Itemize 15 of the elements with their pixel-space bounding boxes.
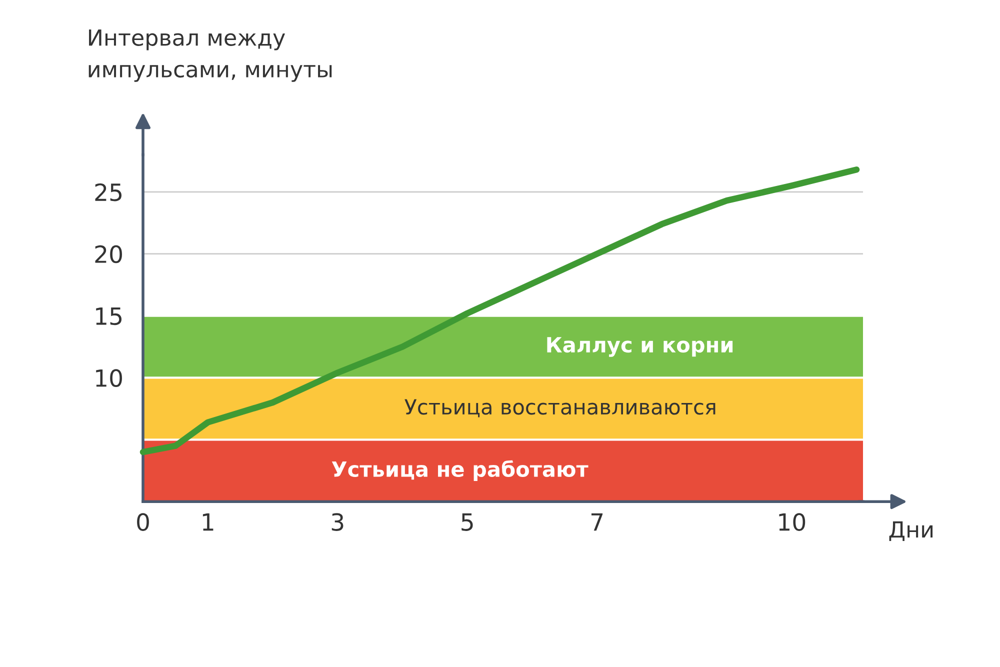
x-tick-label: 1 [202, 513, 214, 531]
x-axis-title: Дни [889, 521, 933, 542]
x-tick-label: 0 [137, 513, 149, 531]
band-label: Устьица не работают [332, 460, 588, 482]
band-label: Каллус и корни [547, 337, 733, 357]
band-label: Устьица восстанавливаются [404, 399, 716, 418]
x-tick-label: 3 [332, 513, 344, 531]
y-tick-label: 10 [96, 369, 122, 388]
x-tick-label: 10 [779, 513, 806, 531]
y-tick-label: 25 [95, 183, 122, 202]
x-tick-label: 7 [591, 513, 603, 531]
y-axis-title: Интервал между импульсами, минуты [88, 29, 332, 82]
x-tick-label: 5 [462, 513, 473, 531]
y-tick-label: 15 [96, 308, 122, 326]
y-tick-label: 20 [95, 245, 122, 264]
